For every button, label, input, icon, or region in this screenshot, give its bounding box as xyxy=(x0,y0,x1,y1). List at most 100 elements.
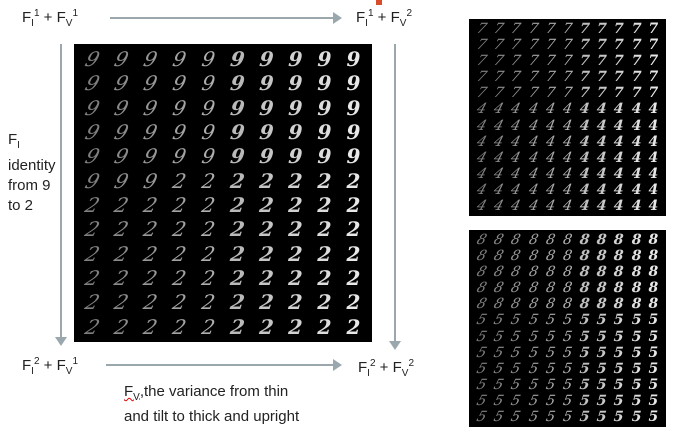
digit-cell: 9 xyxy=(287,71,304,96)
digit-cell: 5 xyxy=(631,344,642,361)
digit-cell: 9 xyxy=(258,120,275,145)
digit-cell: 7 xyxy=(613,21,625,38)
digit-cell: 2 xyxy=(287,314,304,339)
digit-cell: 5 xyxy=(648,392,659,409)
digit-cell: 5 xyxy=(578,376,591,393)
digit-cell: 4 xyxy=(596,117,608,134)
digit-cell: 9 xyxy=(287,47,304,72)
digit-cell: 4 xyxy=(648,149,659,166)
digit-cell: 2 xyxy=(287,168,304,193)
digit-cell: 4 xyxy=(631,133,642,150)
digit-cell: 2 xyxy=(346,241,361,266)
digit-cell: 4 xyxy=(578,117,591,134)
digit-cell: 9 xyxy=(200,144,217,169)
digit-cell: 8 xyxy=(648,248,659,265)
label-identity: FI identity from 9 to 2 xyxy=(8,131,56,214)
digit-cell: 2 xyxy=(228,290,247,315)
digit-cell: 7 xyxy=(631,85,642,102)
arrow-left xyxy=(55,44,67,346)
digit-cell: 4 xyxy=(631,197,642,214)
digit-cell: 2 xyxy=(346,314,361,339)
digit-cell: 9 xyxy=(228,120,247,145)
digit-cell: 7 xyxy=(648,53,659,70)
digit-cell: 5 xyxy=(631,392,642,409)
digit-cell: 2 xyxy=(287,217,304,242)
digit-cell: 8 xyxy=(631,248,642,265)
digit-cell: 8 xyxy=(613,248,625,265)
digit-cell: 4 xyxy=(613,133,625,150)
digit-cell: 9 xyxy=(287,95,304,120)
digit-cell: 8 xyxy=(596,248,608,265)
digit-cell: 4 xyxy=(631,181,642,198)
digit-cell: 8 xyxy=(596,264,608,281)
label-bottom-left: FI2 + FV1 xyxy=(22,356,79,377)
digit-cell: 9 xyxy=(317,47,332,72)
digit-cell: 5 xyxy=(596,312,608,329)
digit-cell: 9 xyxy=(228,95,247,120)
digit-cell: 7 xyxy=(648,21,659,38)
digit-cell: 8 xyxy=(648,264,659,281)
digit-cell: 5 xyxy=(631,328,642,345)
digit-cell: 4 xyxy=(631,101,642,118)
accent-mark xyxy=(376,0,382,5)
arrow-bottom xyxy=(106,359,342,371)
digit-cell: 5 xyxy=(613,344,625,361)
digit-cell: 8 xyxy=(613,232,625,249)
digit-cell: 2 xyxy=(317,290,332,315)
digit-cell: 7 xyxy=(648,37,659,54)
digit-cell: 4 xyxy=(596,101,608,118)
digit-cell: 4 xyxy=(648,117,659,134)
arrow-top xyxy=(110,12,342,24)
digit-cell: 5 xyxy=(578,344,591,361)
digit-cell: 8 xyxy=(613,264,625,281)
digit-cell: 9 xyxy=(287,144,304,169)
digit-cell: 7 xyxy=(648,85,659,102)
digit-cell: 7 xyxy=(596,21,608,38)
digit-cell: 2 xyxy=(200,314,217,339)
digit-cell: 7 xyxy=(613,69,625,86)
digit-cell: 2 xyxy=(200,266,217,291)
digit-cell: 5 xyxy=(631,408,642,425)
digit-cell: 2 xyxy=(258,314,275,339)
digit-cell: 9 xyxy=(346,95,361,120)
digit-cell: 5 xyxy=(648,312,659,329)
digit-cell: 2 xyxy=(346,217,361,242)
digit-cell: 5 xyxy=(613,392,625,409)
digit-cell: 9 xyxy=(228,47,247,72)
digit-cell: 4 xyxy=(613,165,625,182)
digit-cell: 2 xyxy=(258,241,275,266)
digit-cell: 5 xyxy=(596,360,608,377)
digit-cell: 7 xyxy=(596,37,608,54)
digit-cell: 7 xyxy=(613,53,625,70)
digit-cell: 9 xyxy=(228,144,247,169)
digit-cell: 2 xyxy=(200,241,217,266)
digit-cell: 5 xyxy=(631,376,642,393)
digit-cell: 7 xyxy=(613,37,625,54)
digit-cell: 9 xyxy=(317,95,332,120)
digit-cell: 4 xyxy=(596,181,608,198)
digit-cell: 5 xyxy=(631,360,642,377)
digit-cell: 2 xyxy=(228,266,247,291)
digit-cell: 7 xyxy=(596,53,608,70)
label-bottom-right: FI2 + FV2 xyxy=(358,358,415,379)
digit-cell: 2 xyxy=(287,241,304,266)
digit-cell: 5 xyxy=(648,344,659,361)
digit-cell: 9 xyxy=(258,144,275,169)
digit-cell: 7 xyxy=(596,69,608,86)
digit-cell: 5 xyxy=(596,408,608,425)
digit-cell: 2 xyxy=(287,290,304,315)
digit-cell: 2 xyxy=(228,314,247,339)
digit-cell: 5 xyxy=(578,328,591,345)
digit-cell: 2 xyxy=(346,193,361,218)
digit-cell: 2 xyxy=(317,168,332,193)
digit-cell: 5 xyxy=(648,360,659,377)
digit-cell: 9 xyxy=(200,71,217,96)
digit-cell: 2 xyxy=(228,168,247,193)
digit-cell: 8 xyxy=(613,280,625,297)
digit-cell: 8 xyxy=(631,296,642,313)
digit-cell: 5 xyxy=(596,344,608,361)
digit-cell: 2 xyxy=(200,168,217,193)
digit-cell: 2 xyxy=(317,314,332,339)
digit-cell: 4 xyxy=(596,149,608,166)
